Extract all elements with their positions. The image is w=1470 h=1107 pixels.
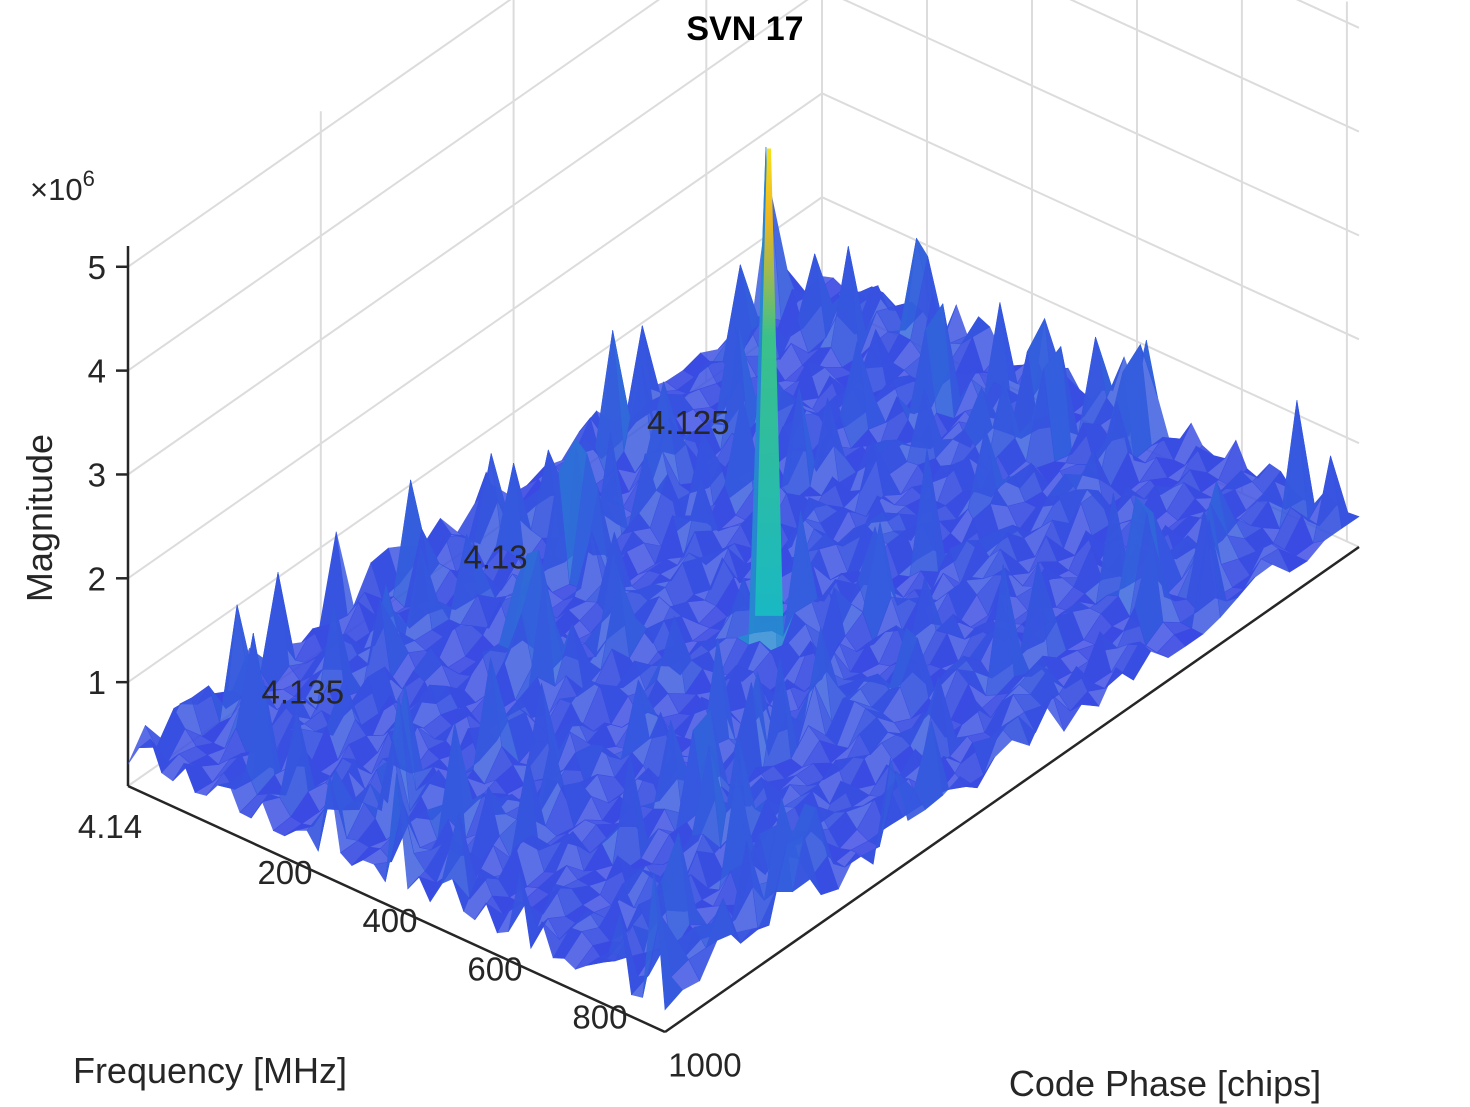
x-tick-label: 1000 [668,1046,741,1083]
y-tick-label: 4.13 [463,539,527,576]
x-axis-label: Code Phase [chips] [1009,1063,1321,1104]
x-axis-line [664,545,1360,1034]
y-tick-label: 4.125 [647,404,730,441]
z-tick-label: 4 [88,353,106,390]
z-tick-label: 5 [88,249,106,286]
axis-lines [126,246,1360,1034]
z-axis-label: Magnitude [19,434,60,602]
surface-mesh [127,147,1360,1011]
x-tick-label: 800 [572,998,627,1035]
y-axis-label: Frequency [MHz] [73,1050,347,1091]
z-tick-label: 2 [88,560,106,597]
grid-line-z [127,0,1360,268]
x-tick-label: 400 [362,902,417,939]
tick-labels: 1 2 3 4 5 4.125 4.13 4.135 4.14 200 400 600 800 1000 [78,249,742,1084]
y-tick-label: 4.14 [78,808,142,845]
z-exponent-power: 6 [83,166,95,191]
grid-line-z [127,0,1360,476]
z-exponent-base: ×10 [30,172,83,207]
peak-spike [755,148,783,616]
correlation-peak [755,148,783,616]
x-tick-label: 600 [467,950,522,987]
grid-line-z [127,0,1360,372]
z-tick-label: 1 [88,664,106,701]
x-tick-label: 200 [257,854,312,891]
y-tick-label: 4.135 [261,673,344,710]
svg-text:×106: ×106 [30,166,95,207]
surface-patch [1312,455,1343,544]
z-tick-label: 3 [88,456,106,493]
chart-title: SVN 17 [686,10,803,48]
surface-patch [653,872,683,1011]
y-axis-line [127,784,666,1034]
z-exponent-label: ×106 [30,166,95,207]
